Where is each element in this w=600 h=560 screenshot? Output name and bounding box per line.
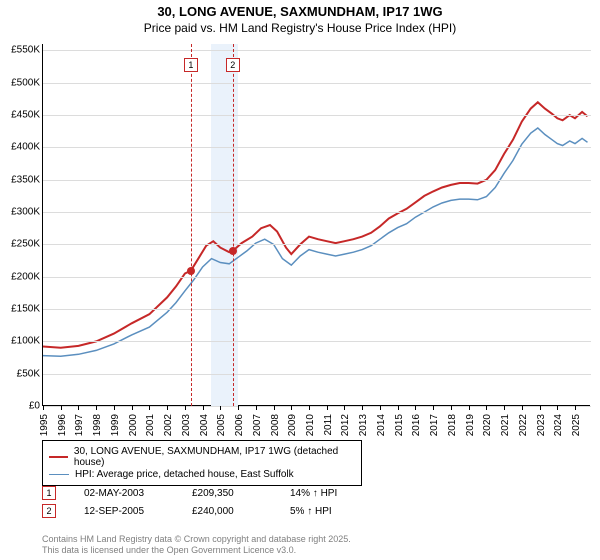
x-tick-mark <box>220 406 221 410</box>
sale-price: £209,350 <box>192 488 262 499</box>
x-tick-mark <box>203 406 204 410</box>
sale-dot <box>187 267 195 275</box>
x-tick-mark <box>433 406 434 410</box>
sale-dot <box>229 247 237 255</box>
sale-row: 1 02-MAY-2003 £209,350 14% ↑ HPI <box>42 486 370 500</box>
sale-price: £240,000 <box>192 506 262 517</box>
legend-label: HPI: Average price, detached house, East… <box>75 469 294 480</box>
x-tick-mark <box>167 406 168 410</box>
sale-vline <box>233 44 234 406</box>
page-title: 30, LONG AVENUE, SAXMUNDHAM, IP17 1WG <box>0 4 600 19</box>
x-tick-mark <box>380 406 381 410</box>
x-tick-mark <box>398 406 399 410</box>
gridline-h <box>43 50 591 51</box>
x-tick-mark <box>274 406 275 410</box>
line-series-svg <box>43 44 591 406</box>
x-tick-mark <box>96 406 97 410</box>
page-subtitle: Price paid vs. HM Land Registry's House … <box>0 21 600 35</box>
x-tick-mark <box>451 406 452 410</box>
gridline-h <box>43 180 591 181</box>
y-tick-label: £400K <box>2 142 40 153</box>
x-tick-mark <box>309 406 310 410</box>
gridline-h <box>43 309 591 310</box>
sale-pct: 5% ↑ HPI <box>290 506 370 517</box>
legend-item: 30, LONG AVENUE, SAXMUNDHAM, IP17 1WG (d… <box>49 446 355 468</box>
x-tick-mark <box>61 406 62 410</box>
footer-line: This data is licensed under the Open Gov… <box>42 545 351 556</box>
footer-attribution: Contains HM Land Registry data © Crown c… <box>42 534 351 557</box>
title-block: 30, LONG AVENUE, SAXMUNDHAM, IP17 1WG Pr… <box>0 0 600 35</box>
y-tick-label: £500K <box>2 77 40 88</box>
sales-table: 1 02-MAY-2003 £209,350 14% ↑ HPI 2 12-SE… <box>42 486 370 522</box>
x-tick-mark <box>78 406 79 410</box>
x-tick-mark <box>575 406 576 410</box>
x-tick-mark <box>469 406 470 410</box>
x-tick-mark <box>114 406 115 410</box>
legend-swatch <box>49 456 68 458</box>
x-tick-mark <box>486 406 487 410</box>
x-tick-mark <box>256 406 257 410</box>
gridline-h <box>43 115 591 116</box>
x-tick-mark <box>504 406 505 410</box>
y-tick-label: £0 <box>2 401 40 412</box>
x-tick-mark <box>185 406 186 410</box>
plot-area: 1995199619971998199920002001200220032004… <box>42 44 590 406</box>
x-tick-mark <box>149 406 150 410</box>
sale-pct: 14% ↑ HPI <box>290 488 370 499</box>
legend-swatch <box>49 474 69 475</box>
x-tick-mark <box>522 406 523 410</box>
x-tick-mark <box>557 406 558 410</box>
sale-date: 02-MAY-2003 <box>84 488 164 499</box>
chart-container: 30, LONG AVENUE, SAXMUNDHAM, IP17 1WG Pr… <box>0 0 600 560</box>
sale-marker-icon: 1 <box>184 58 198 72</box>
sale-marker-icon: 2 <box>42 504 56 518</box>
y-tick-label: £250K <box>2 239 40 250</box>
y-tick-label: £200K <box>2 271 40 282</box>
gridline-h <box>43 341 591 342</box>
sale-date: 12-SEP-2005 <box>84 506 164 517</box>
y-tick-label: £450K <box>2 110 40 121</box>
sale-marker-icon: 2 <box>226 58 240 72</box>
y-tick-label: £150K <box>2 304 40 315</box>
footer-line: Contains HM Land Registry data © Crown c… <box>42 534 351 545</box>
y-tick-label: £550K <box>2 45 40 56</box>
gridline-h <box>43 374 591 375</box>
x-tick-mark <box>238 406 239 410</box>
gridline-h <box>43 244 591 245</box>
x-tick-mark <box>327 406 328 410</box>
series-line <box>43 102 588 348</box>
series-line <box>43 128 588 356</box>
sale-row: 2 12-SEP-2005 £240,000 5% ↑ HPI <box>42 504 370 518</box>
gridline-h <box>43 147 591 148</box>
x-tick-mark <box>362 406 363 410</box>
gridline-h <box>43 83 591 84</box>
x-tick-mark <box>132 406 133 410</box>
legend-item: HPI: Average price, detached house, East… <box>49 469 355 480</box>
y-tick-label: £350K <box>2 174 40 185</box>
chart-area: 1995199619971998199920002001200220032004… <box>42 44 590 406</box>
y-tick-label: £100K <box>2 336 40 347</box>
x-tick-mark <box>540 406 541 410</box>
y-tick-label: £50K <box>2 368 40 379</box>
gridline-h <box>43 212 591 213</box>
x-tick-mark <box>291 406 292 410</box>
gridline-h <box>43 277 591 278</box>
legend-label: 30, LONG AVENUE, SAXMUNDHAM, IP17 1WG (d… <box>74 446 355 468</box>
sale-vline <box>191 44 192 406</box>
gridline-h <box>43 406 591 407</box>
y-tick-label: £300K <box>2 207 40 218</box>
x-tick-mark <box>344 406 345 410</box>
sale-marker-icon: 1 <box>42 486 56 500</box>
x-tick-mark <box>43 406 44 410</box>
x-tick-mark <box>415 406 416 410</box>
legend-box: 30, LONG AVENUE, SAXMUNDHAM, IP17 1WG (d… <box>42 440 362 486</box>
